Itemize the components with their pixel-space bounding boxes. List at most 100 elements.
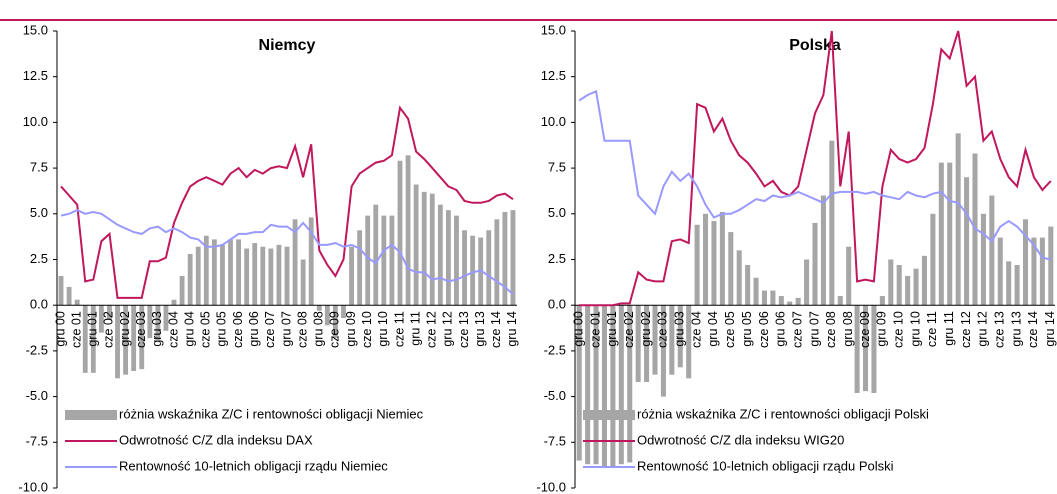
x-tick-label: gru 10: [908, 311, 922, 346]
x-tick-label: cze 06: [231, 311, 245, 348]
x-tick-label: gru 07: [807, 311, 821, 346]
bar: [1023, 219, 1029, 306]
bar: [187, 254, 193, 306]
bar: [107, 305, 112, 320]
y-tick-label: 2.5: [30, 251, 48, 266]
bar: [938, 162, 944, 306]
bar: [341, 305, 346, 318]
y-tick-label: -2.5: [544, 342, 566, 357]
x-tick-label: gru 13: [473, 311, 487, 346]
x-tick-label: cze 12: [959, 311, 973, 348]
y-tick-label: -10.0: [18, 479, 48, 494]
x-tick-label: cze 10: [892, 311, 906, 348]
bar: [980, 213, 986, 306]
y-tick-label: 5.0: [30, 205, 48, 220]
x-tick-label: cze 05: [723, 311, 737, 348]
bar: [879, 296, 885, 306]
x-tick-label: gru 07: [279, 311, 293, 346]
x-tick-label: cze 05: [199, 311, 213, 348]
x-tick-label: gru 12: [441, 311, 455, 346]
bar: [454, 215, 459, 306]
bar: [711, 221, 717, 306]
legend-label: różnia wskaźnika Z/C i rentowności oblig…: [637, 406, 929, 421]
bar: [155, 305, 161, 340]
bar: [236, 239, 241, 306]
bar: [220, 244, 225, 306]
bar: [276, 244, 282, 306]
bar: [955, 133, 961, 306]
x-tick-label: gru 00: [53, 311, 67, 346]
bar: [171, 299, 177, 306]
x-tick-label: cze 10: [360, 311, 374, 348]
bar: [652, 305, 658, 375]
x-tick-label: gru 11: [408, 311, 422, 346]
bar: [502, 211, 508, 306]
bar: [753, 277, 759, 306]
bar: [1014, 264, 1020, 306]
chart-title: Niemcy: [259, 37, 316, 54]
line: [579, 30, 1052, 307]
bar: [837, 296, 843, 306]
bar: [795, 297, 801, 306]
bar: [1048, 226, 1054, 306]
bar: [510, 210, 516, 306]
x-tick-label: cze 08: [295, 311, 309, 348]
x-tick-label: gru 06: [774, 311, 788, 346]
x-tick-label: cze 01: [588, 311, 602, 348]
chart-title: Polska: [789, 37, 841, 54]
x-tick-label: cze 09: [328, 311, 342, 348]
x-tick-label: cze 03: [134, 311, 148, 348]
bar: [871, 305, 877, 393]
bar: [98, 305, 104, 333]
bar: [115, 305, 120, 379]
bar: [292, 219, 298, 306]
bar: [913, 268, 919, 306]
x-tick-label: cze 14: [1026, 311, 1040, 348]
bar: [745, 264, 751, 306]
bar: [863, 305, 869, 392]
x-tick-label: cze 13: [457, 311, 471, 348]
bar: [58, 275, 64, 306]
bar: [610, 305, 616, 467]
bar: [357, 230, 363, 306]
bar: [308, 217, 314, 306]
x-tick-label: cze 12: [425, 311, 439, 348]
y-tick-label: 0.0: [30, 297, 48, 312]
x-tick-label: gru 02: [639, 311, 653, 346]
y-tick-label: 15.0: [23, 22, 48, 37]
bar: [576, 305, 582, 461]
x-tick-label: cze 14: [489, 311, 503, 348]
x-tick-label: cze 04: [689, 311, 703, 348]
legend-label: Rentowność 10-letnich obligacji rządu Ni…: [119, 458, 388, 473]
x-tick-label: gru 03: [150, 311, 164, 346]
bar: [888, 259, 894, 306]
bar: [694, 224, 700, 306]
bar: [228, 239, 233, 306]
bar: [300, 259, 306, 306]
x-tick-label: gru 13: [1009, 311, 1023, 346]
y-tick-label: -10.0: [536, 479, 566, 494]
bar: [593, 305, 599, 465]
y-tick-label: -7.5: [26, 434, 48, 449]
x-tick-label: gru 14: [505, 311, 519, 346]
bar: [244, 248, 250, 306]
bar: [195, 246, 201, 306]
y-tick-label: 12.5: [23, 68, 48, 83]
bar: [854, 305, 860, 393]
x-tick-label: cze 11: [925, 311, 939, 347]
bar: [179, 275, 185, 306]
y-tick-label: 7.5: [30, 160, 48, 175]
bar: [736, 250, 742, 306]
bar: [260, 246, 266, 306]
bar: [494, 219, 500, 306]
y-tick-label: 5.0: [548, 205, 566, 220]
x-tick-label: gru 06: [247, 311, 261, 346]
bar: [66, 286, 72, 306]
bar: [405, 155, 411, 306]
bar: [437, 204, 443, 306]
bar: [123, 305, 129, 375]
bar: [268, 248, 274, 306]
bar: [421, 191, 427, 306]
x-tick-label: gru 01: [86, 311, 100, 346]
